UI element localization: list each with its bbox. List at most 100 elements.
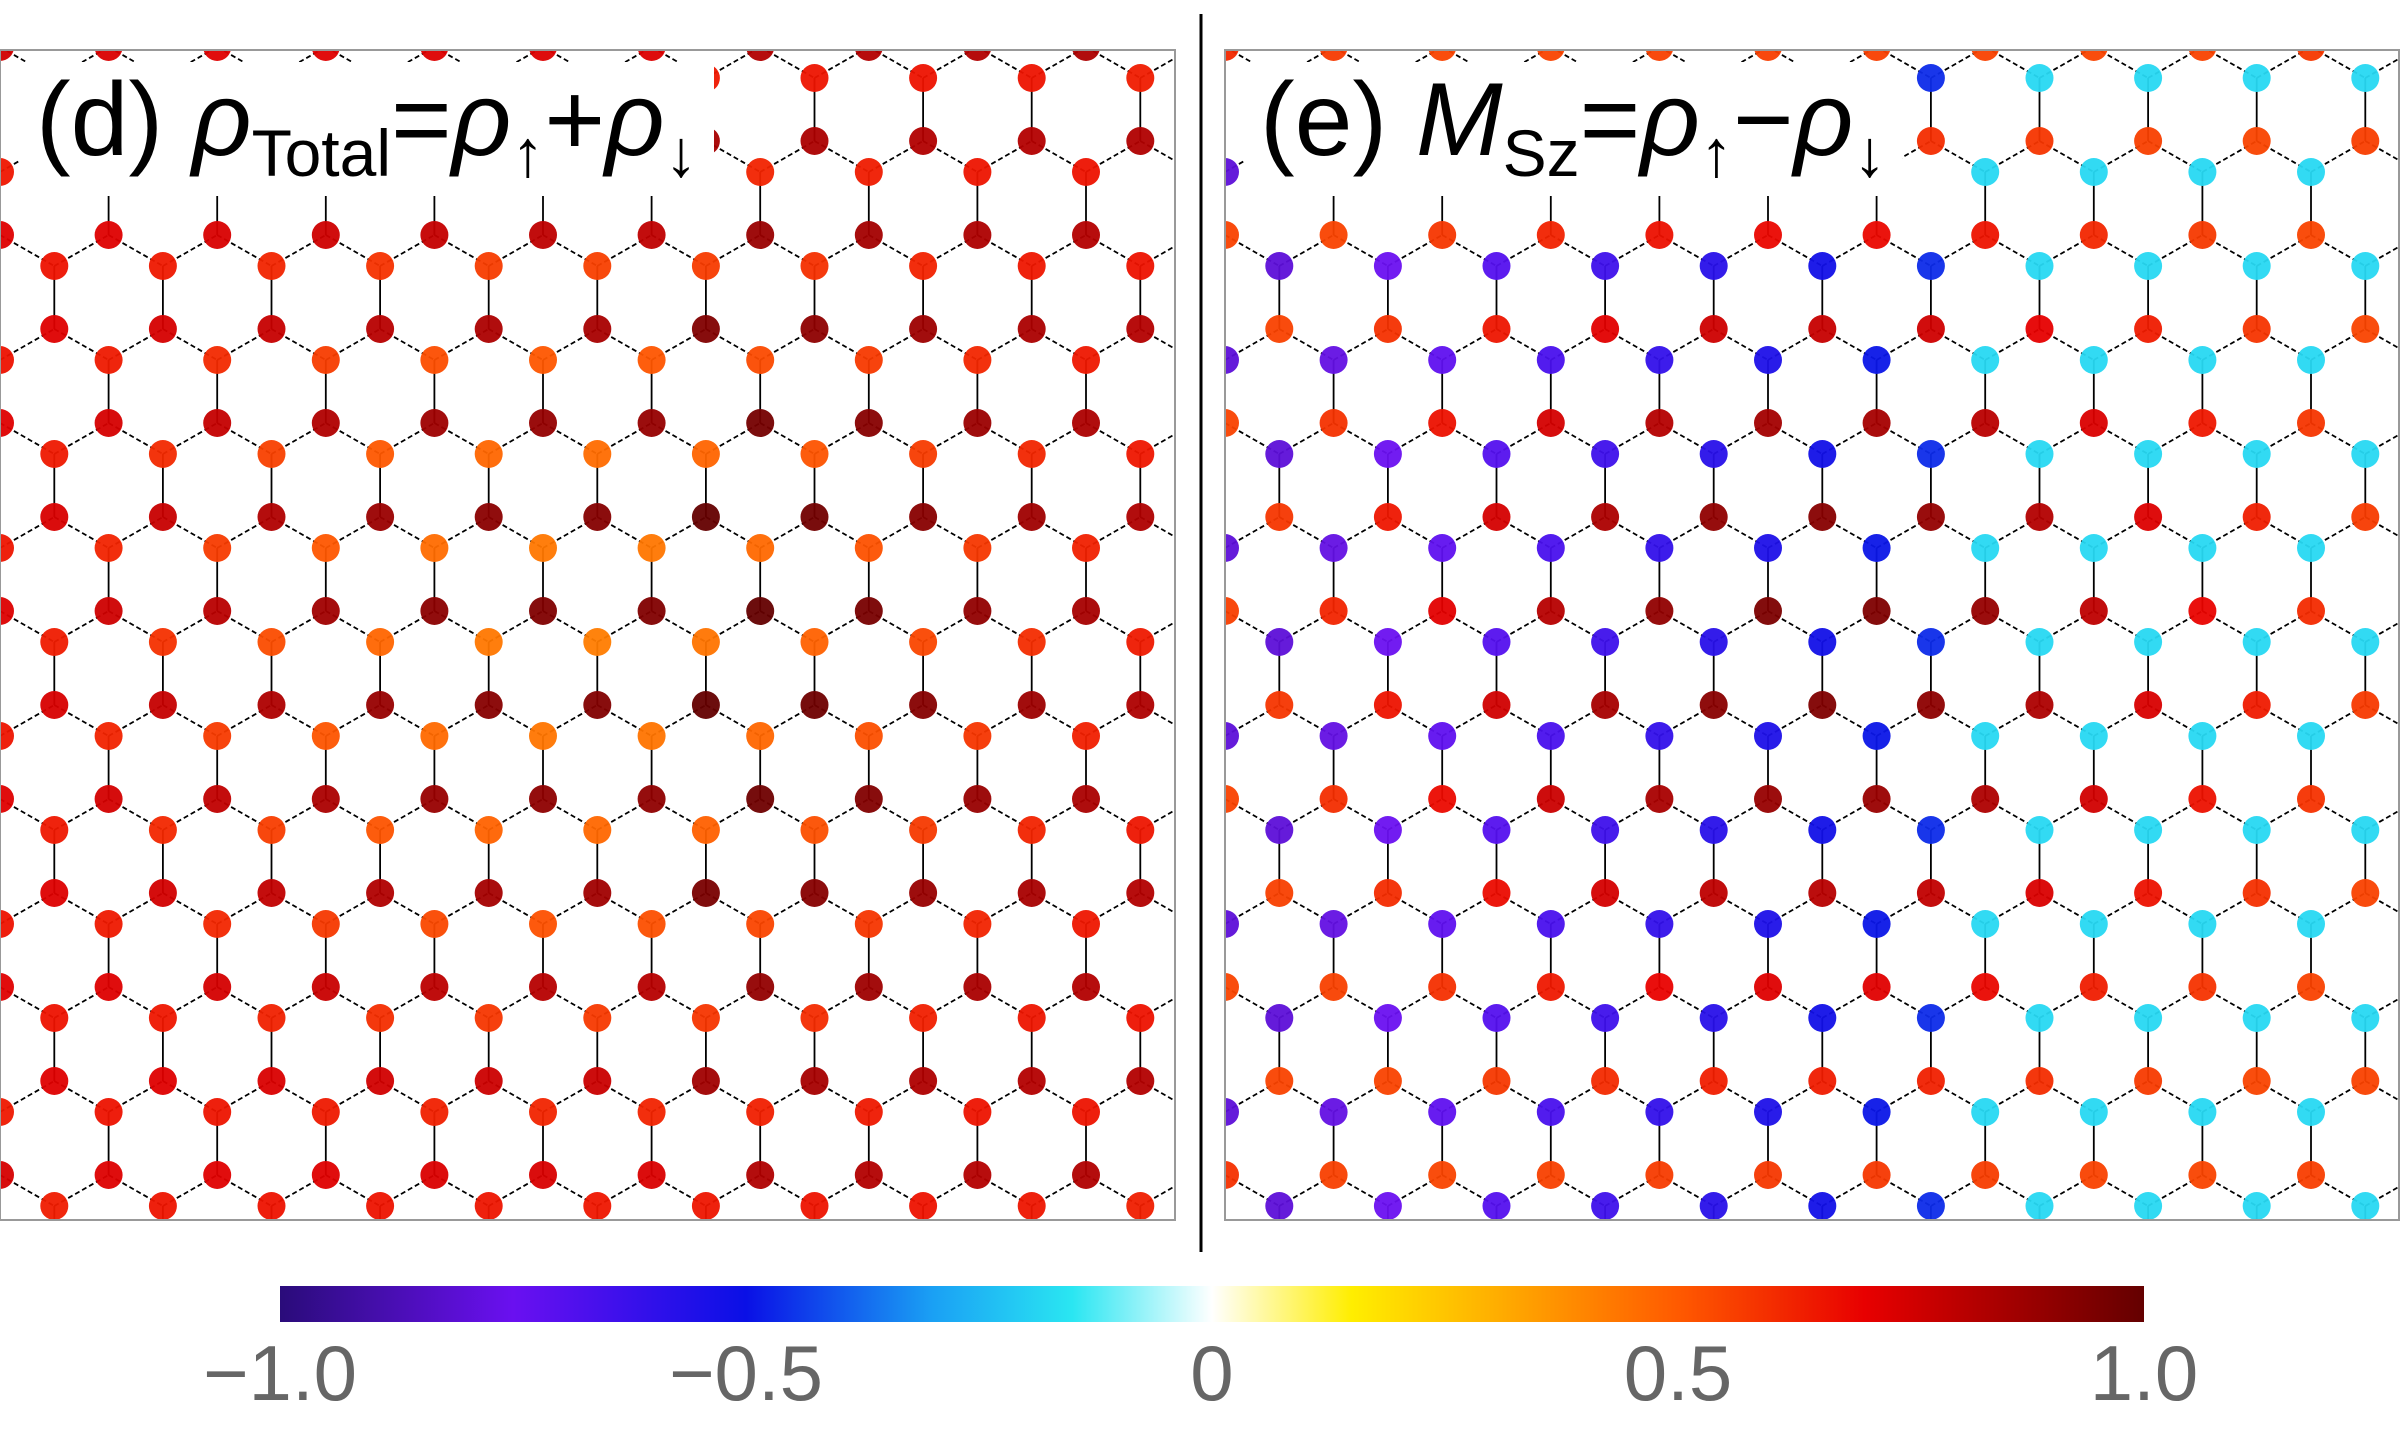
lattice-site [2134,64,2163,92]
lattice-site [2188,346,2217,374]
lattice-site [2351,64,2380,92]
lattice-site [203,534,232,562]
lattice-site [366,503,395,531]
lattice-site [2025,252,2054,280]
lattice-site [1645,722,1674,750]
lattice-site [203,722,232,750]
lattice-site [583,252,612,280]
lattice-site [148,879,177,907]
lattice-site [2079,346,2108,374]
lattice-site [148,628,177,656]
lattice-site [2025,1004,2054,1032]
lattice-site [1482,1067,1511,1095]
lattice-site [909,1255,937,1283]
lattice-site [420,409,449,437]
lattice-site [94,346,123,374]
lattice-site [1916,440,1945,468]
lattice-site [800,315,829,343]
lattice-site [1235,1255,1263,1283]
lattice-site [1225,973,1239,1001]
lattice-site [148,1004,177,1032]
lattice-site [1225,221,1239,249]
lattice-site [1319,221,1348,249]
lattice-site [203,409,232,437]
lattice-site [1289,910,1317,938]
colorbar-tick-label: 0 [1190,1329,1234,1417]
lattice-site [2351,440,2380,468]
lattice-site [2297,722,2325,750]
lattice-site [1591,691,1620,719]
lattice-site [1645,534,1674,562]
lattice-site [474,1004,503,1032]
lattice-site [1916,1067,1945,1095]
lattice-site [40,1004,69,1032]
lattice-site [203,597,232,625]
lattice-site [366,816,395,844]
lattice-site [1699,628,1728,656]
lattice-site [2079,1161,2108,1189]
lattice-site [2188,534,2217,562]
lattice-site [1017,64,1046,92]
lattice-site [583,440,612,468]
lattice-site [0,1161,14,1189]
lattice-sites [0,50,1317,1314]
lattice-site [1428,597,1457,625]
lattice-site [1645,221,1674,249]
lattice-site [691,691,720,719]
lattice-site [1862,1161,1891,1189]
lattice-site [1754,409,1782,437]
lattice-site [854,597,883,625]
lattice-site [475,1255,503,1283]
lattice-site [203,221,232,249]
lattice-site [1319,1098,1348,1126]
lattice-site [1289,346,1317,374]
lattice-site [1482,315,1511,343]
lattice-site [1862,534,1891,562]
lattice-site [963,158,992,186]
lattice-site [2079,409,2108,437]
lattice-site [40,315,69,343]
lattice-bonds [0,50,1175,1220]
lattice-site [420,785,449,813]
lattice-site [0,1286,14,1314]
lattice-site [1017,816,1046,844]
lattice-site [1181,973,1209,1001]
lattice-site [1971,1161,2000,1189]
lattice-site [1017,1192,1046,1220]
lattice-site [203,50,231,61]
lattice-site [2025,127,2054,155]
lattice-site [474,628,503,656]
lattice-site [0,221,14,249]
lattice-site [1235,879,1263,907]
lattice-site [2242,64,2271,92]
lattice-site [1319,50,1348,61]
lattice-site [1225,409,1239,437]
lattice-site [691,1192,720,1220]
lattice-site [963,1098,992,1126]
lattice-site [1265,440,1294,468]
lattice-site [1862,597,1891,625]
lattice-site [1225,597,1239,625]
lattice-site [1536,409,1565,437]
lattice-site [0,50,14,61]
lattice-site [2188,158,2217,186]
lattice-site [1428,346,1457,374]
lattice-site [800,1004,829,1032]
lattice-site [474,252,503,280]
lattice-site [1808,1067,1837,1095]
lattice-site [1916,503,1945,531]
lattice-site [1225,785,1239,813]
lattice-site [2297,158,2325,186]
lattice-site [366,628,395,656]
panel-d-term-b: ρ [605,62,665,178]
lattice-site [1916,64,1945,92]
lattice-site [854,409,883,437]
lattice-site [2025,628,2054,656]
lattice-site [963,1161,992,1189]
lattice-site [2351,127,2380,155]
lattice-site [2134,816,2163,844]
lattice-site [583,628,612,656]
panel-d-term-b-subscript: ↓ [664,116,698,191]
lattice-site [1645,50,1674,61]
lattice-site [1072,722,1100,750]
